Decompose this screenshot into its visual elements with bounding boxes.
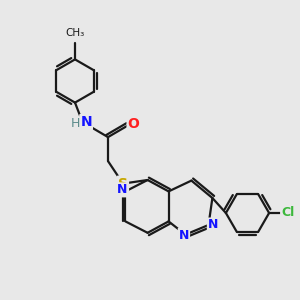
Text: N: N xyxy=(80,115,92,129)
Text: N: N xyxy=(179,229,189,242)
Text: S: S xyxy=(118,177,128,190)
Text: Cl: Cl xyxy=(281,206,294,220)
Text: N: N xyxy=(208,218,218,232)
Text: H: H xyxy=(71,117,81,130)
Text: CH₃: CH₃ xyxy=(65,28,85,38)
Text: O: O xyxy=(128,117,140,131)
Text: N: N xyxy=(117,183,128,196)
